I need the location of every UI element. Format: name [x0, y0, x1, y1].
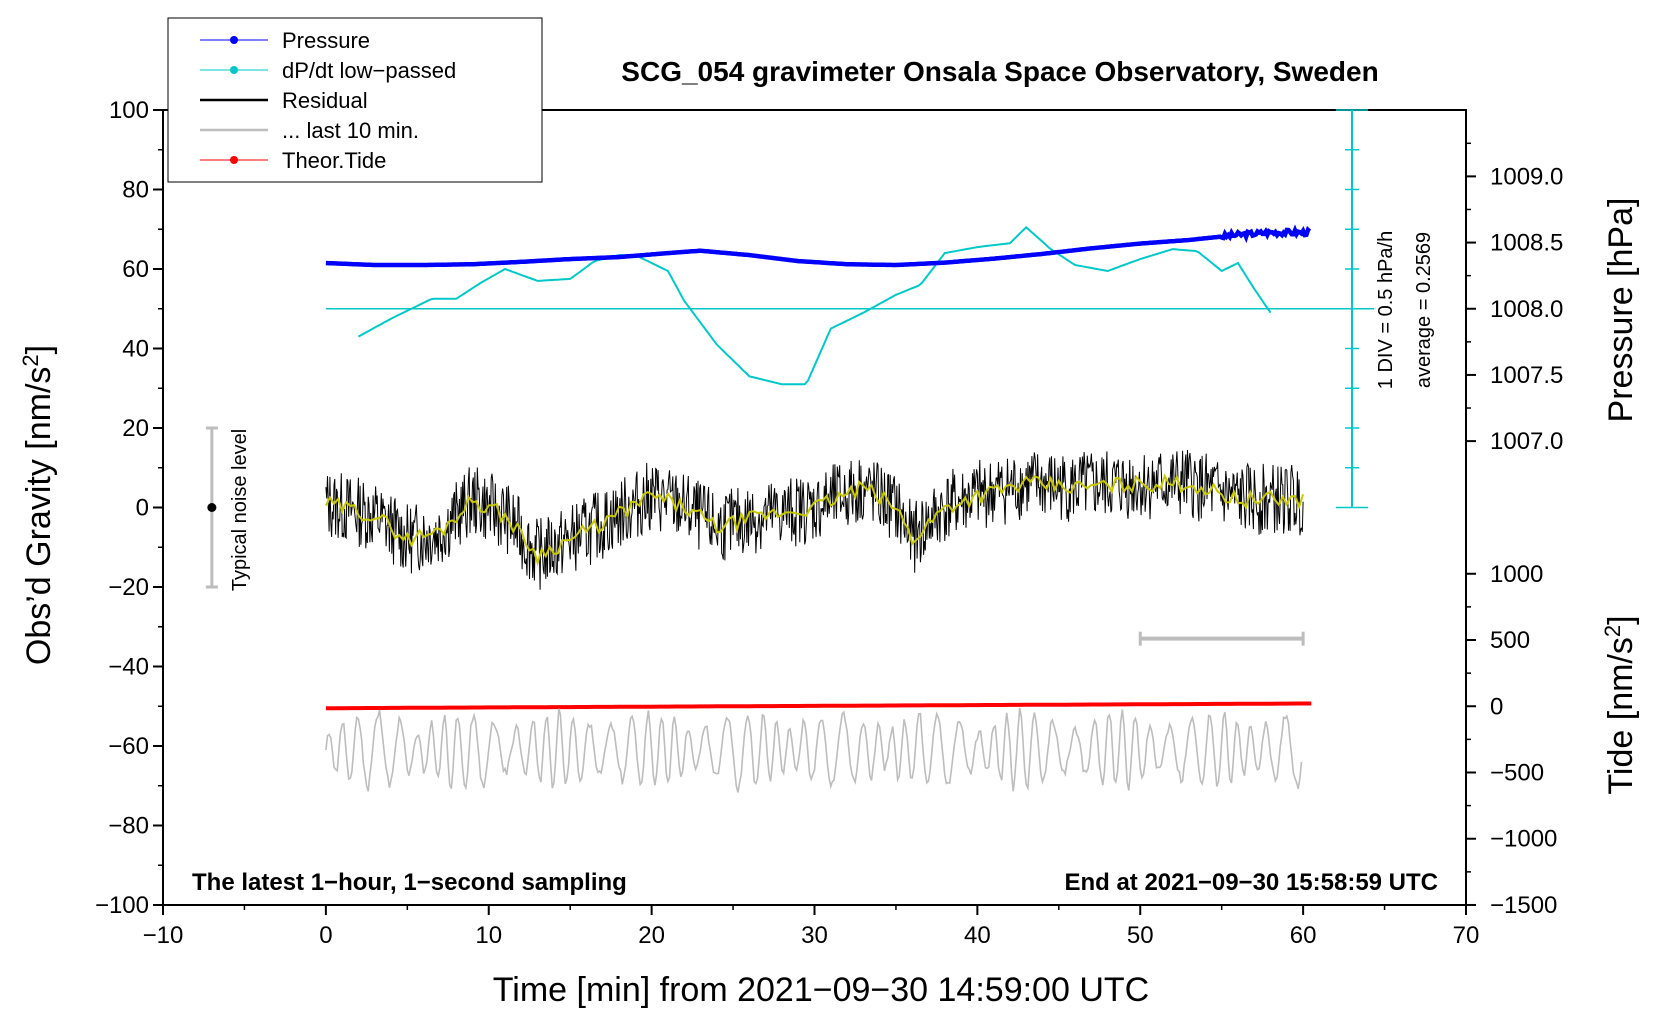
legend-marker: [230, 36, 238, 44]
series-pressure: [325, 224, 1312, 268]
y-tick-label: −80: [108, 813, 149, 840]
y-axis-title-pressure: Pressure [hPa]: [1602, 198, 1640, 423]
extras-group: [205, 109, 1368, 646]
series-residual: [325, 449, 1304, 590]
x-tick-label: 0: [319, 922, 332, 949]
x-axis-title: Time [min] from 2021−09−30 14:59:00 UTC: [493, 971, 1149, 1009]
legend-label: Pressure: [282, 28, 370, 53]
bottom-right-note: End at 2021−09−30 15:58:59 UTC: [1064, 869, 1438, 896]
y-tick-label: −40: [108, 654, 149, 681]
legend-label: ... last 10 min.: [282, 118, 419, 143]
legend-label: Theor.Tide: [282, 148, 386, 173]
tide-tick-label: 0: [1490, 693, 1503, 720]
y-axis-title-left: Obs’d Gravity [nm/s2]: [18, 345, 58, 665]
y-tick-label: 20: [122, 415, 149, 442]
series-group: [325, 224, 1312, 793]
pressure-tick-label: 1007.5: [1490, 362, 1563, 389]
series-dpdt: [357, 225, 1272, 386]
pressure-tick-label: 1007.0: [1490, 428, 1563, 455]
tide-tick-label: −1000: [1490, 826, 1557, 853]
tide-tick-label: −500: [1490, 759, 1544, 786]
tide-tick-label: 1000: [1490, 561, 1543, 588]
legend: Pressure dP/dt low−passed Residual ... last…: [167, 17, 543, 183]
pressure-tick-label: 1008.0: [1490, 296, 1563, 323]
y-tick-label: 0: [136, 495, 149, 522]
x-tick-label: 40: [964, 922, 991, 949]
x-tick-label: 10: [475, 922, 502, 949]
x-tick-label: 50: [1127, 922, 1154, 949]
y-tick-label: −20: [108, 574, 149, 601]
tide-tick-label: −1500: [1490, 892, 1557, 919]
series-last-10-min: [325, 707, 1303, 793]
noise-label: Typical noise level: [229, 429, 251, 591]
legend-label: dP/dt low−passed: [282, 58, 456, 83]
x-tick-label: 30: [801, 922, 828, 949]
bottom-left-note: The latest 1−hour, 1−second sampling: [192, 869, 627, 896]
noise-bar-center: [207, 503, 217, 512]
y-tick-label: −100: [95, 892, 149, 919]
legend-marker: [230, 156, 238, 164]
tide-tick-label: 500: [1490, 627, 1530, 654]
pressure-tick-label: 1008.5: [1490, 230, 1563, 257]
chart-title: SCG_054 gravimeter Onsala Space Observat…: [621, 56, 1378, 87]
series-theor-tide: [325, 701, 1312, 711]
y-tick-label: 40: [122, 336, 149, 363]
y-tick-label: −60: [108, 733, 149, 760]
series-residual-smoothed: [325, 473, 1305, 567]
average-label: average = 0.2569: [1413, 232, 1435, 388]
x-tick-label: 60: [1290, 922, 1317, 949]
axes-group: −10 0 10 20 30 40 50 60 70100806040200−20−40−60−…: [95, 97, 1563, 949]
legend-label: Residual: [282, 88, 368, 113]
y-tick-label: 100: [109, 97, 149, 124]
y-axis-title-tide: Tide [nm/s2]: [1600, 615, 1640, 794]
y-tick-label: 80: [122, 177, 149, 204]
x-tick-label: 70: [1453, 922, 1480, 949]
pressure-tick-label: 1009.0: [1490, 163, 1563, 190]
div-label: 1 DIV = 0.5 hPa/h: [1375, 231, 1397, 389]
x-tick-label: −10: [143, 922, 184, 949]
x-tick-label: 20: [638, 922, 665, 949]
legend-marker: [230, 66, 238, 74]
y-tick-label: 60: [122, 256, 149, 283]
